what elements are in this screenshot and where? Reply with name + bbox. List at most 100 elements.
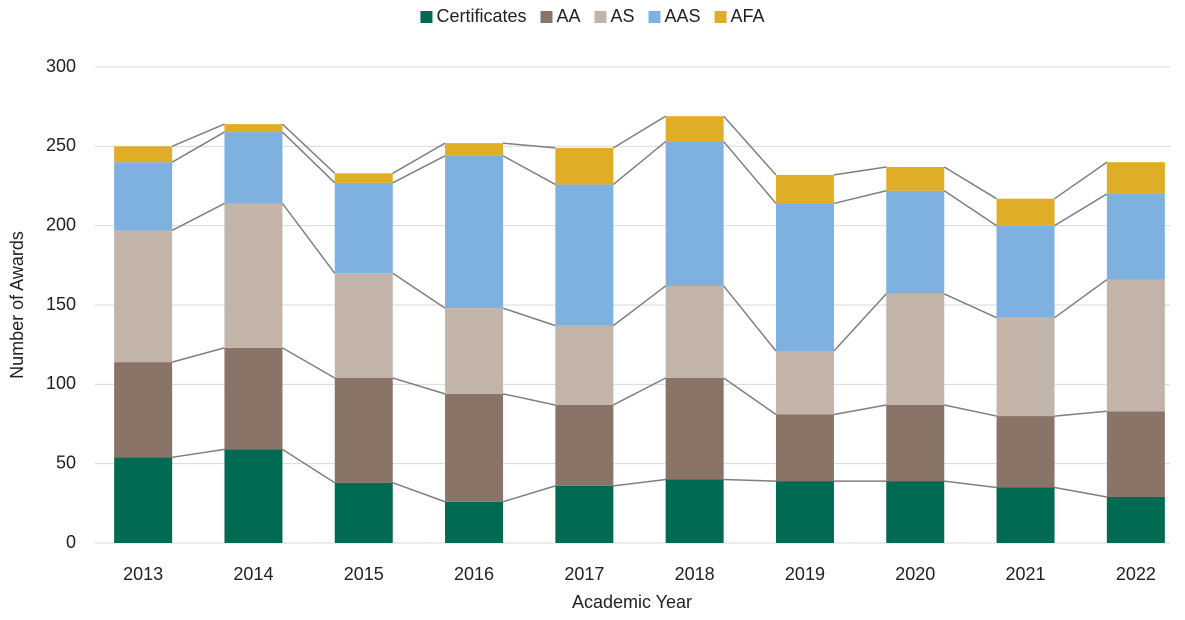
bar-segment xyxy=(665,479,724,543)
series-line xyxy=(1054,161,1108,200)
x-tick-label: 2015 xyxy=(344,564,384,584)
series-line xyxy=(723,478,776,482)
legend-label: AA xyxy=(556,6,580,26)
bar-segment xyxy=(886,404,945,482)
series-line xyxy=(943,166,997,200)
bar-segment xyxy=(665,377,724,480)
series-line xyxy=(1054,193,1108,227)
legend-swatch xyxy=(648,11,661,23)
series-line xyxy=(943,190,997,227)
x-tick-label: 2014 xyxy=(233,564,273,584)
x-tick-label: 2021 xyxy=(1006,564,1046,584)
series-line xyxy=(944,480,997,489)
series-line xyxy=(502,485,556,503)
bar-segment xyxy=(665,141,724,286)
series-line xyxy=(612,115,667,149)
series-line xyxy=(392,377,446,395)
bar-segment xyxy=(886,293,945,405)
legend-swatch xyxy=(420,11,433,23)
series-line xyxy=(392,482,446,503)
bar-segment xyxy=(555,325,614,405)
y-tick-label: 0 xyxy=(66,532,76,552)
bar-segment xyxy=(555,485,614,543)
series-line xyxy=(944,404,997,417)
legend-swatch xyxy=(540,11,553,23)
series-line xyxy=(502,307,556,327)
legend-label: AAS xyxy=(665,6,701,26)
bar-segment xyxy=(996,487,1055,543)
series-line xyxy=(612,140,667,185)
series-line xyxy=(282,448,336,484)
y-axis-title: Number of Awards xyxy=(7,231,27,379)
series-line xyxy=(171,202,225,232)
bar-segment xyxy=(665,285,724,378)
bar-segment xyxy=(555,404,614,486)
bar-segment xyxy=(1106,193,1165,280)
x-tick-label: 2020 xyxy=(895,564,935,584)
legend: Certificates AA AS AAS AFA xyxy=(420,6,765,26)
x-tick-label: 2016 xyxy=(454,564,494,584)
x-tick-label: 2019 xyxy=(785,564,825,584)
bar-segment xyxy=(775,414,834,482)
series-line xyxy=(1054,410,1107,417)
series-line xyxy=(613,377,666,406)
series-line xyxy=(833,404,887,416)
bar-segment xyxy=(334,173,393,183)
bar-segment xyxy=(1106,411,1165,497)
x-tick-label: 2022 xyxy=(1116,564,1156,584)
series-line xyxy=(1054,486,1107,498)
series-line xyxy=(281,203,336,274)
bar-segment xyxy=(224,124,283,133)
legend-label: AS xyxy=(610,6,634,26)
legend-swatch xyxy=(594,11,607,23)
series-line xyxy=(833,166,887,176)
series-line xyxy=(723,141,777,204)
x-tick-label: 2017 xyxy=(564,564,604,584)
bar-segment xyxy=(445,393,504,502)
bar-segment xyxy=(1106,496,1165,543)
bar-segment xyxy=(445,501,504,543)
x-tick-label: 2013 xyxy=(123,564,163,584)
x-axis-title: Academic Year xyxy=(572,592,692,612)
bar-segment xyxy=(114,457,173,543)
bar-segment xyxy=(114,146,173,163)
series-line xyxy=(281,123,336,174)
bar-segment xyxy=(996,317,1055,417)
series-line xyxy=(171,131,225,163)
series-line xyxy=(723,285,777,352)
series-line xyxy=(282,347,336,379)
bar-segment xyxy=(886,190,945,294)
legend-label: Certificates xyxy=(436,6,526,26)
series-line xyxy=(392,272,446,309)
series-line xyxy=(612,285,667,327)
x-tick-label: 2018 xyxy=(675,564,715,584)
bar-segment xyxy=(445,155,504,309)
series-line xyxy=(613,478,666,487)
series-line xyxy=(502,155,556,186)
bar-segment xyxy=(996,198,1055,226)
series-line xyxy=(502,142,556,149)
bar-segment xyxy=(224,449,283,543)
series-line xyxy=(281,131,336,184)
bar-segment xyxy=(886,481,945,543)
y-tick-label: 150 xyxy=(46,294,76,314)
series-line xyxy=(1054,279,1108,319)
bar-segment xyxy=(775,174,834,204)
bar-segment xyxy=(114,362,173,458)
series-line xyxy=(392,155,446,184)
series-line xyxy=(723,115,777,176)
bar-segment xyxy=(334,377,393,483)
series-line xyxy=(171,347,225,363)
bar-segment xyxy=(775,203,834,352)
bar-segment xyxy=(775,481,834,543)
bar-segment xyxy=(665,116,724,142)
series-line xyxy=(502,393,556,406)
bar-segment xyxy=(114,230,173,363)
series-line xyxy=(723,377,777,416)
y-tick-label: 50 xyxy=(56,452,76,472)
series-line xyxy=(943,293,997,319)
bar-segment xyxy=(224,347,283,450)
bar-segment xyxy=(445,308,504,394)
series-line xyxy=(833,190,887,205)
